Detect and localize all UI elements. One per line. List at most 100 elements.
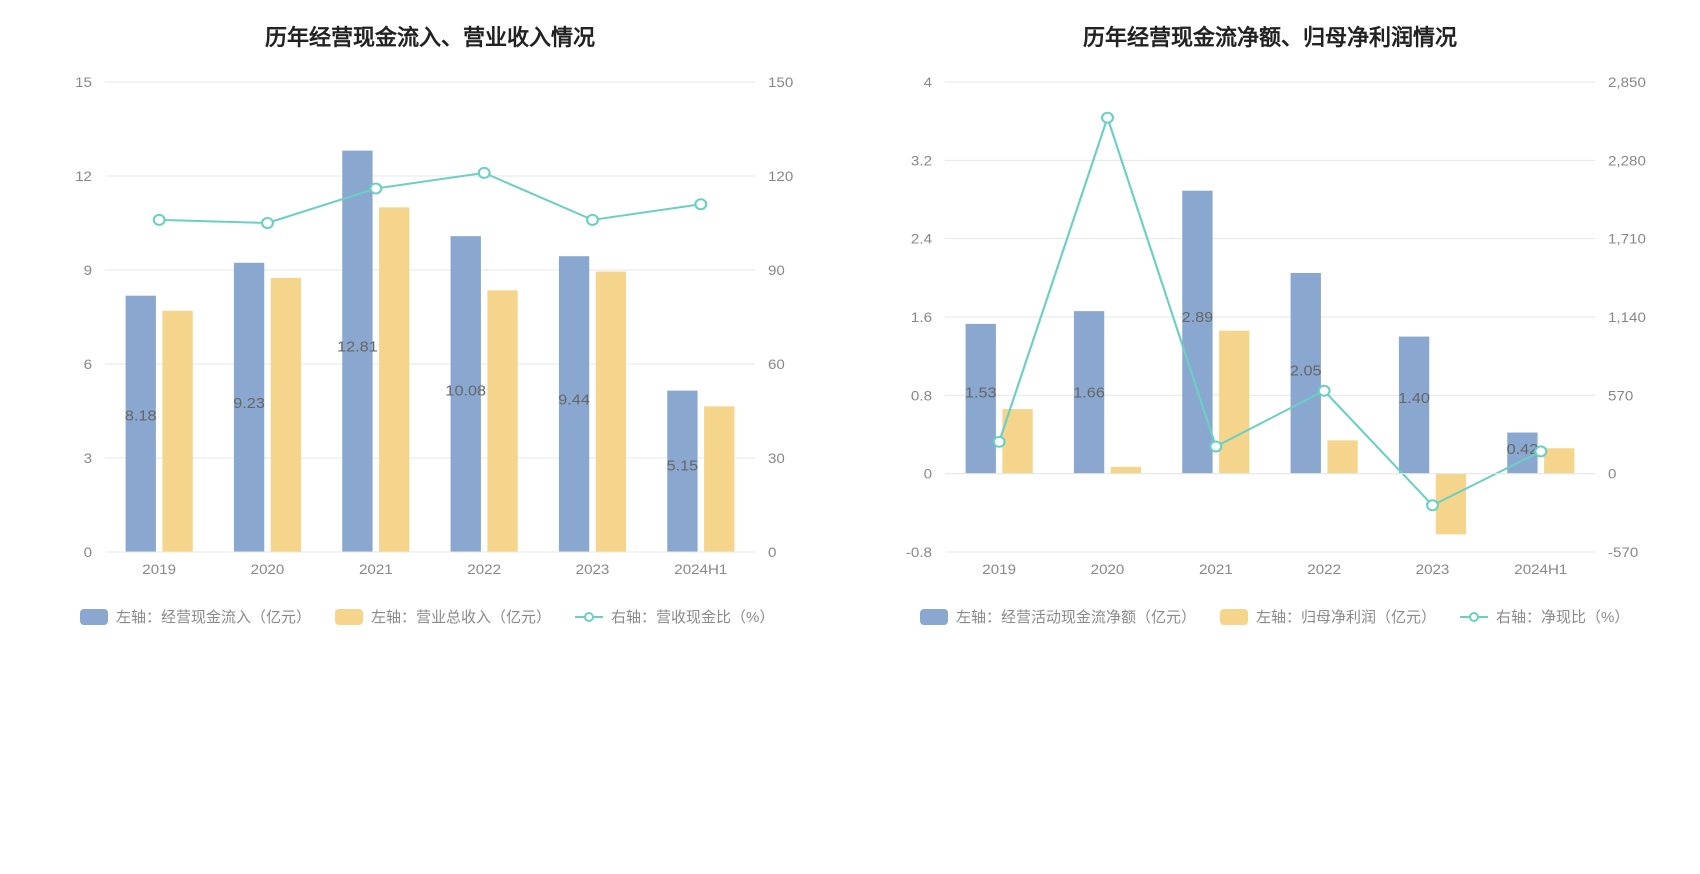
- svg-text:0: 0: [1608, 467, 1616, 482]
- line-marker: [154, 215, 165, 225]
- legend-swatch-line: [575, 610, 603, 624]
- x-tick-label: 2022: [467, 562, 501, 577]
- bar-value-label: 9.44: [558, 392, 590, 408]
- svg-text:150: 150: [768, 75, 793, 90]
- legend-label: 左轴：归母净利润（亿元）: [1256, 606, 1436, 627]
- svg-text:6: 6: [84, 357, 92, 372]
- svg-text:1,710: 1,710: [1608, 232, 1646, 247]
- x-tick-label: 2019: [142, 562, 176, 577]
- line-marker: [1535, 446, 1546, 456]
- svg-text:60: 60: [768, 357, 785, 372]
- bar-value-label: 12.81: [337, 339, 378, 355]
- legend-item-line: 右轴：营收现金比（%）: [575, 606, 774, 627]
- bar-series2: [487, 290, 517, 552]
- line-marker: [994, 437, 1005, 447]
- legend-item-bar2: 左轴：归母净利润（亿元）: [1220, 606, 1436, 627]
- bar-series2: [271, 278, 301, 552]
- x-tick-label: 2023: [1416, 562, 1450, 577]
- bar-value-label: 5.15: [667, 458, 699, 474]
- svg-text:0: 0: [768, 545, 776, 560]
- line-series: [159, 173, 701, 223]
- svg-text:0: 0: [84, 545, 92, 560]
- right-panel: 历年经营现金流净额、归母净利润情况 -0.8 0 0.8 1.6 2.4 3.2 4 -570…: [880, 20, 1660, 627]
- x-tick-label: 2021: [359, 562, 393, 577]
- bar-series2: [1544, 448, 1574, 473]
- bar-value-label: 1.66: [1073, 385, 1105, 401]
- bar-series2: [1436, 474, 1466, 535]
- bar-series2: [379, 207, 409, 552]
- bar-series1: [1182, 191, 1212, 474]
- svg-text:2.4: 2.4: [911, 232, 932, 247]
- legend-item-bar1: 左轴：经营现金流入（亿元）: [80, 606, 311, 627]
- right-legend: 左轴：经营活动现金流净额（亿元） 左轴：归母净利润（亿元） 右轴：净现比（%）: [880, 606, 1660, 627]
- x-tick-label: 2024H1: [674, 562, 727, 577]
- bar-value-label: 8.18: [125, 408, 157, 424]
- bar-value-label: 1.40: [1398, 391, 1430, 407]
- svg-text:120: 120: [768, 169, 793, 184]
- x-tick-label: 2021: [1199, 562, 1233, 577]
- legend-label: 右轴：营收现金比（%）: [611, 606, 774, 627]
- x-tick-label: 2022: [1307, 562, 1341, 577]
- line-marker: [1319, 386, 1330, 396]
- x-tick-label: 2020: [251, 562, 285, 577]
- legend-swatch-blue: [80, 609, 108, 625]
- line-marker: [370, 184, 381, 194]
- x-tick-label: 2024H1: [1514, 562, 1567, 577]
- bar-value-label: 2.05: [1290, 363, 1322, 379]
- svg-text:0: 0: [924, 467, 932, 482]
- svg-text:2,850: 2,850: [1608, 75, 1646, 90]
- bar-series2: [162, 311, 192, 552]
- svg-text:-0.8: -0.8: [906, 545, 932, 560]
- bar-series2: [704, 406, 734, 552]
- left-panel: 历年经营现金流入、营业收入情况 0369121503060901201508.1…: [40, 20, 820, 627]
- svg-text:4: 4: [924, 75, 932, 90]
- line-marker: [587, 215, 598, 225]
- right-chart: -0.8 0 0.8 1.6 2.4 3.2 4 -570 0 570 1,140 1,710 2,28…: [880, 72, 1660, 592]
- line-marker: [1427, 500, 1438, 510]
- legend-item-bar1: 左轴：经营活动现金流净额（亿元）: [920, 606, 1196, 627]
- x-tick-label: 2020: [1091, 562, 1125, 577]
- bar-value-label: 10.08: [445, 383, 486, 399]
- legend-label: 左轴：经营活动现金流净额（亿元）: [956, 606, 1196, 627]
- line-marker: [1210, 441, 1221, 451]
- bar-value-label: 2.89: [1182, 309, 1214, 325]
- bar-series2: [1219, 331, 1249, 474]
- legend-label: 左轴：经营现金流入（亿元）: [116, 606, 311, 627]
- svg-text:-570: -570: [1608, 545, 1638, 560]
- legend-label: 左轴：营业总收入（亿元）: [371, 606, 551, 627]
- legend-item-line: 右轴：净现比（%）: [1460, 606, 1629, 627]
- right-chart-title: 历年经营现金流净额、归母净利润情况: [880, 20, 1660, 52]
- legend-swatch-blue: [920, 609, 948, 625]
- svg-text:3.2: 3.2: [911, 154, 932, 169]
- x-tick-label: 2023: [576, 562, 610, 577]
- svg-text:1.6: 1.6: [911, 310, 932, 325]
- legend-label: 右轴：净现比（%）: [1496, 606, 1629, 627]
- svg-text:9: 9: [84, 263, 92, 278]
- svg-text:2,280: 2,280: [1608, 154, 1646, 169]
- line-marker: [1102, 113, 1113, 123]
- left-chart: 0369121503060901201508.1820199.23202012.…: [40, 72, 820, 592]
- legend-swatch-yellow: [335, 609, 363, 625]
- bar-value-label: 1.53: [965, 385, 997, 401]
- bar-value-label: 9.23: [233, 395, 265, 411]
- svg-text:90: 90: [768, 263, 785, 278]
- x-tick-label: 2019: [982, 562, 1016, 577]
- left-legend: 左轴：经营现金流入（亿元） 左轴：营业总收入（亿元） 右轴：营收现金比（%）: [40, 606, 820, 627]
- legend-item-bar2: 左轴：营业总收入（亿元）: [335, 606, 551, 627]
- svg-text:12: 12: [75, 169, 92, 184]
- line-marker: [695, 199, 706, 209]
- bar-series2: [596, 272, 626, 552]
- svg-text:1,140: 1,140: [1608, 310, 1646, 325]
- svg-text:30: 30: [768, 451, 785, 466]
- svg-text:0.8: 0.8: [911, 389, 932, 404]
- dashboard: 历年经营现金流入、营业收入情况 0369121503060901201508.1…: [40, 20, 1660, 627]
- svg-text:570: 570: [1608, 389, 1633, 404]
- legend-swatch-line: [1460, 610, 1488, 624]
- bar-series2: [1327, 440, 1357, 473]
- svg-text:3: 3: [84, 451, 92, 466]
- line-marker: [262, 218, 273, 228]
- bar-series2: [1111, 467, 1141, 474]
- svg-text:15: 15: [75, 75, 92, 90]
- legend-swatch-yellow: [1220, 609, 1248, 625]
- left-chart-title: 历年经营现金流入、营业收入情况: [40, 20, 820, 52]
